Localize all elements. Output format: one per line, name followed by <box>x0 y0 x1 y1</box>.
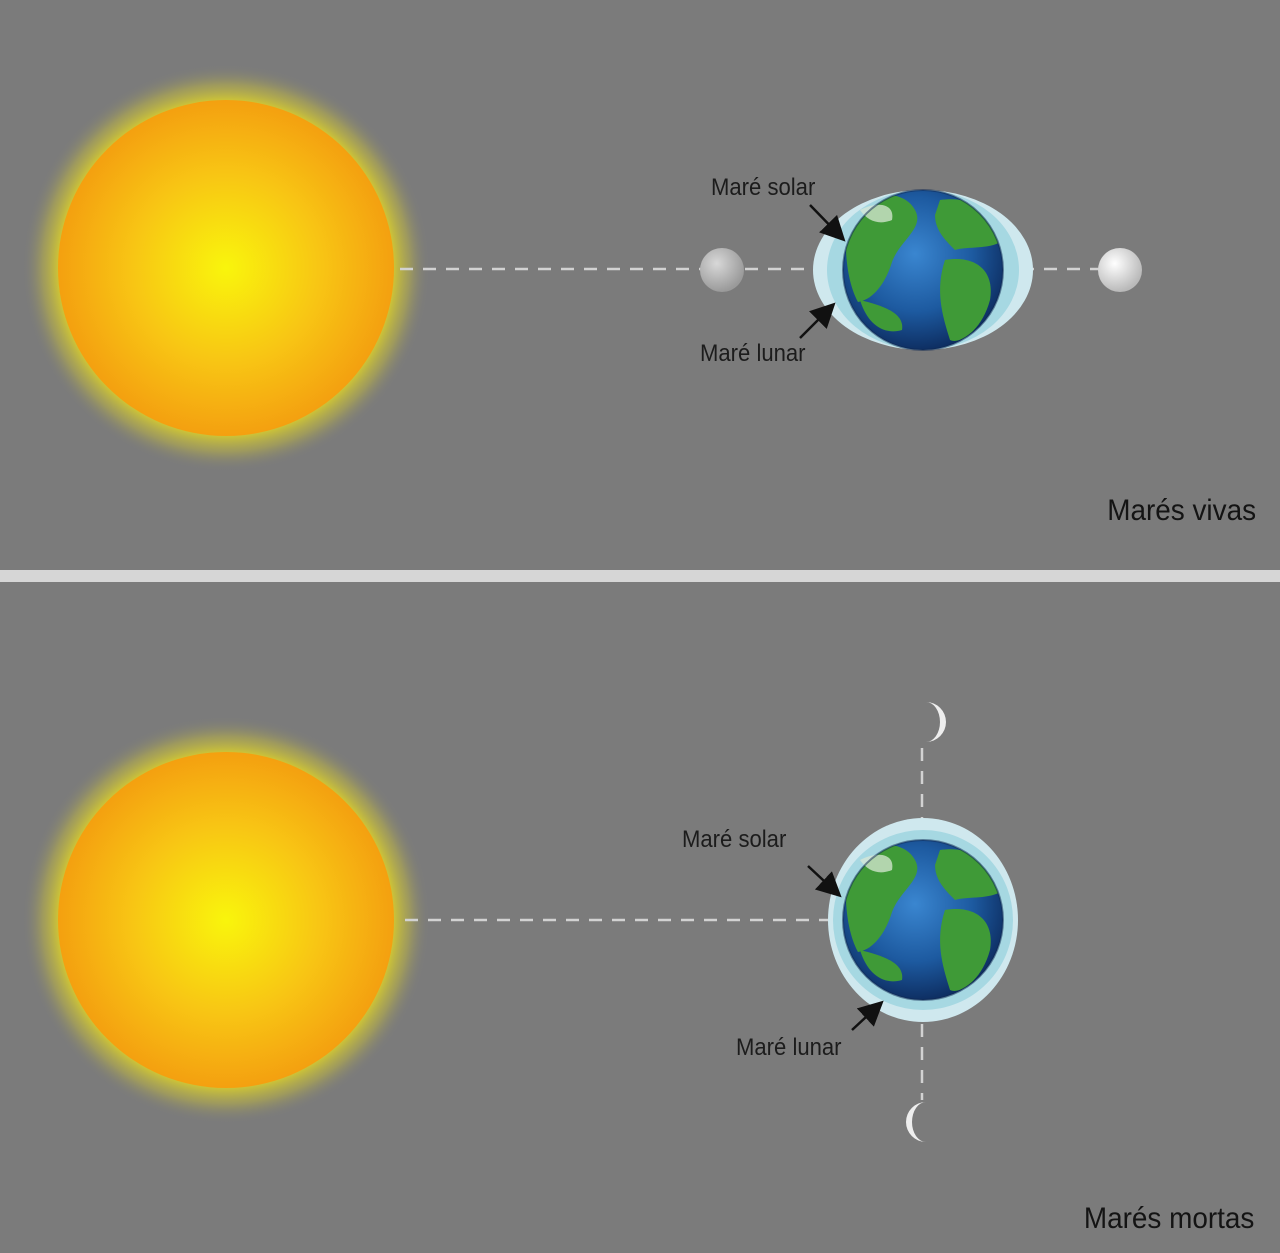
last-quarter-moon <box>906 1102 926 1142</box>
earth <box>842 839 1004 1001</box>
lunar-tide-label: Maré lunar <box>736 1034 842 1061</box>
full-moon <box>1098 248 1142 292</box>
solar-tide-label: Maré solar <box>711 174 816 201</box>
first-quarter-moon <box>926 702 946 742</box>
lunar-tide-arrow <box>799 302 836 339</box>
neap-tides-title: Marés mortas <box>1083 1202 1254 1235</box>
neap-tides-panel <box>22 702 1018 1142</box>
sun <box>58 100 394 436</box>
panel-divider <box>0 570 1280 582</box>
solar-tide-label: Maré solar <box>682 826 787 853</box>
spring-tides-panel <box>22 64 1142 472</box>
new-moon <box>700 248 744 292</box>
lunar-tide-arrow <box>851 1000 884 1031</box>
sun <box>58 752 394 1088</box>
earth <box>842 189 1004 351</box>
solar-tide-arrow <box>807 865 842 898</box>
spring-tides-title: Marés vivas <box>1107 494 1256 527</box>
solar-tide-arrow <box>809 204 846 242</box>
lunar-tide-label: Maré lunar <box>700 340 806 367</box>
